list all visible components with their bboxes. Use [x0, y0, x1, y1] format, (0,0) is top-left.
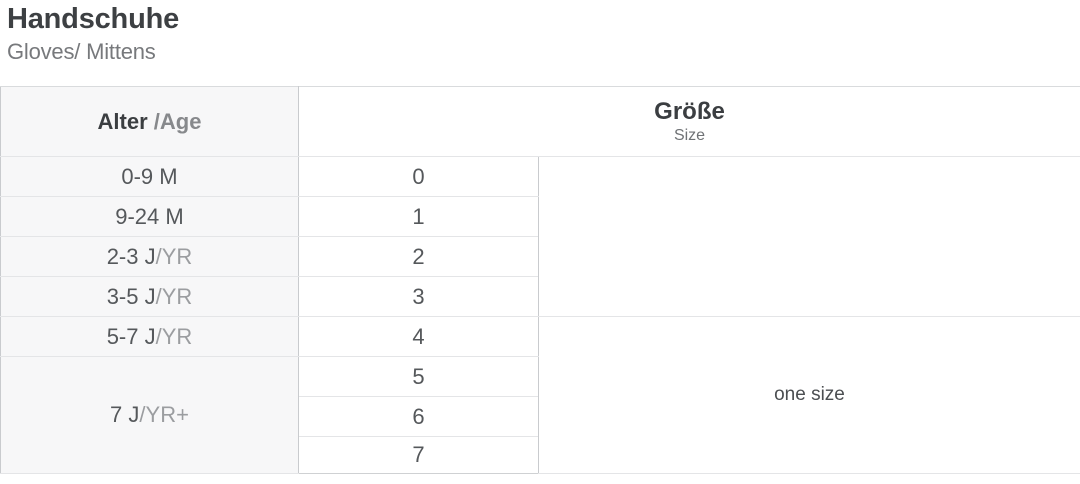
age-header-label-de: Alter — [98, 109, 148, 134]
age-cell: 2-3 J/YR — [1, 237, 299, 277]
size-cell: 5 — [299, 357, 539, 397]
age-label-en: /YR — [156, 284, 193, 309]
age-cell: 7 J/YR+ — [1, 357, 299, 474]
one-size-cell: one size — [539, 317, 1080, 474]
age-label: 5-7 J — [107, 324, 156, 349]
age-label-en: /YR+ — [139, 402, 189, 427]
size-table: Alter /Age Größe Size 0-9 M 0 9-24 M 1 2… — [0, 86, 1080, 474]
size-header-label-de: Größe — [299, 98, 1080, 126]
size-cell: 0 — [299, 157, 539, 197]
size-header-label-en: Size — [299, 127, 1080, 145]
page-subtitle: Gloves/ Mittens — [7, 39, 1080, 65]
column-header-age: Alter /Age — [1, 87, 299, 157]
age-cell: 0-9 M — [1, 157, 299, 197]
age-label: 2-3 J — [107, 244, 156, 269]
size-cell: 4 — [299, 317, 539, 357]
page-title: Handschuhe — [7, 3, 1080, 36]
age-label: 7 J — [110, 402, 139, 427]
size-cell: 6 — [299, 397, 539, 437]
size-guide-page: Handschuhe Gloves/ Mittens Alter /Age Gr… — [0, 3, 1080, 484]
age-label: 9-24 M — [115, 204, 183, 229]
table-row: 0-9 M 0 — [1, 157, 1080, 197]
column-header-size: Größe Size — [299, 87, 1080, 157]
age-label: 3-5 J — [107, 284, 156, 309]
age-cell: 3-5 J/YR — [1, 277, 299, 317]
age-cell: 9-24 M — [1, 197, 299, 237]
age-label-en: /YR — [156, 324, 193, 349]
size-cell: 2 — [299, 237, 539, 277]
size-cell: 7 — [299, 437, 539, 474]
age-label: 0-9 M — [121, 164, 177, 189]
age-header-label-en: /Age — [154, 109, 202, 134]
size-cell: 1 — [299, 197, 539, 237]
size-cell: 3 — [299, 277, 539, 317]
age-cell: 5-7 J/YR — [1, 317, 299, 357]
age-label-en: /YR — [156, 244, 193, 269]
table-row: 5-7 J/YR 4 one size — [1, 317, 1080, 357]
fit-cell-empty — [539, 157, 1080, 317]
table-header-row: Alter /Age Größe Size — [1, 87, 1080, 157]
